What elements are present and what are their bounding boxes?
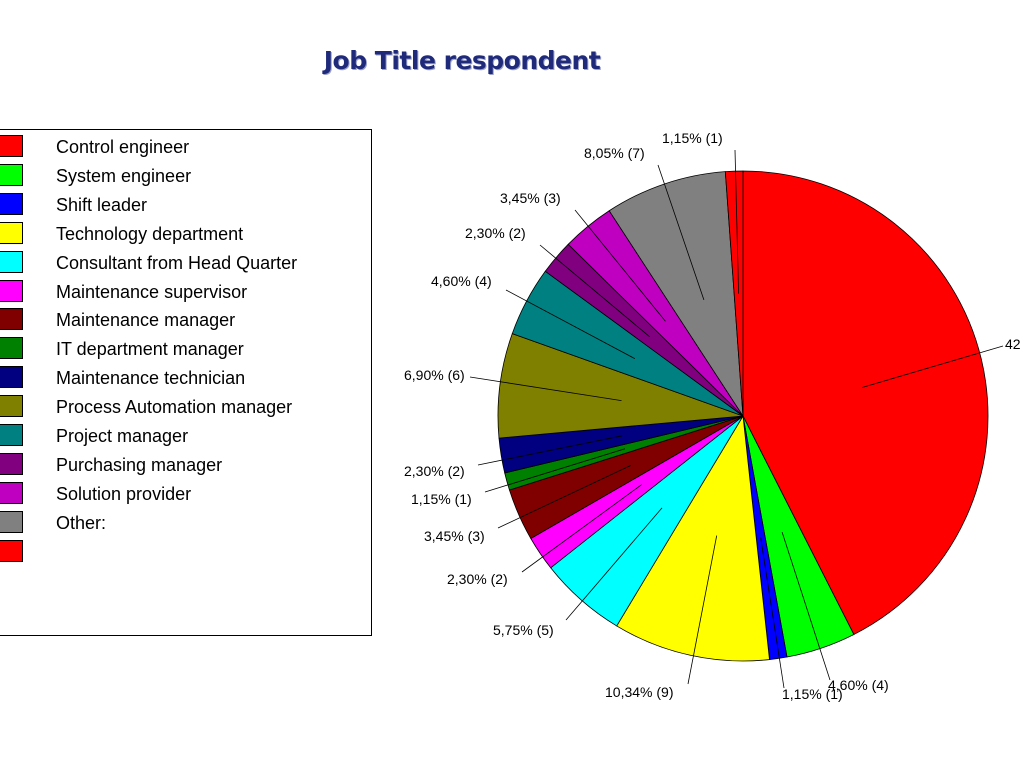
slice-label: 4,60% (4) xyxy=(828,677,889,693)
legend-label: IT department manager xyxy=(56,339,244,360)
slice-label: 6,90% (6) xyxy=(404,367,465,383)
legend-swatch xyxy=(0,135,23,157)
legend-label: Maintenance technician xyxy=(56,368,246,389)
leader-line xyxy=(469,376,622,401)
legend-label: Maintenance supervisor xyxy=(56,281,248,302)
legend-swatch xyxy=(0,308,23,331)
slice-label: 2,30% (2) xyxy=(465,225,526,241)
slice-label: 1,15% (1) xyxy=(782,686,843,702)
slice-label: 1,15% (1) xyxy=(662,130,723,146)
legend-swatch xyxy=(0,424,23,446)
legend-swatch xyxy=(0,192,23,215)
slice-label: 4,60% (4) xyxy=(431,273,492,289)
legend-label: Solution provider xyxy=(56,483,192,504)
legend-label: Other: xyxy=(56,512,107,533)
slice-label: 10,34% (9) xyxy=(605,684,673,700)
legend-label: System engineer xyxy=(56,165,192,186)
leader-line xyxy=(861,345,1004,388)
slice-label: 3,45% (3) xyxy=(424,528,485,544)
slice-label: 2,30% (2) xyxy=(447,571,508,587)
leader-line xyxy=(574,209,666,322)
legend-label: Purchasing manager xyxy=(56,454,223,475)
legend-swatch xyxy=(0,452,23,475)
leader-line xyxy=(484,448,626,493)
legend-swatch xyxy=(0,221,23,244)
legend-swatch xyxy=(0,366,23,389)
legend-label: Process Automation manager xyxy=(56,397,293,418)
leader-line xyxy=(497,465,632,529)
legend-swatch xyxy=(0,481,23,504)
slice-label: 5,75% (5) xyxy=(493,622,554,638)
pie-slice xyxy=(724,170,744,417)
legend-swatch xyxy=(0,337,23,360)
pie-slice xyxy=(497,333,744,439)
legend-label: Project manager xyxy=(56,426,189,446)
leader-line xyxy=(781,531,831,681)
leader-line xyxy=(477,435,623,466)
leader-line xyxy=(539,244,650,338)
legend-label: Technology department xyxy=(56,223,244,244)
chart-legend: Control engineer System engineer Shift lea… xyxy=(0,129,372,636)
leader-line xyxy=(565,507,663,621)
slice-label: 3,45% (3) xyxy=(500,190,561,206)
pie-slice xyxy=(616,414,770,662)
slice-label: 1,15% (1) xyxy=(411,491,472,507)
leader-line xyxy=(657,164,705,301)
leader-line xyxy=(521,484,642,573)
legend-swatch xyxy=(0,163,23,186)
legend-swatch xyxy=(0,279,23,302)
legend-swatch xyxy=(0,250,23,273)
legend-swatch xyxy=(0,539,23,562)
slice-label: 8,05% (7) xyxy=(584,145,645,161)
legend-label: Shift leader xyxy=(56,194,148,215)
leader-line xyxy=(760,537,785,689)
leader-line xyxy=(505,289,635,359)
leader-line xyxy=(734,149,739,294)
slice-label: 2,30% (2) xyxy=(404,463,465,479)
legend-label: Maintenance manager xyxy=(56,310,236,331)
pie-slice xyxy=(742,170,989,636)
chart-title: Job Title respondent xyxy=(323,46,601,75)
legend-swatch xyxy=(0,510,23,533)
leader-line xyxy=(687,535,718,685)
legend-swatch xyxy=(0,395,23,418)
slice-label: 42 xyxy=(1005,336,1021,352)
legend-label: Control engineer xyxy=(56,137,190,157)
legend-label: Consultant from Head Quarter xyxy=(56,252,298,273)
